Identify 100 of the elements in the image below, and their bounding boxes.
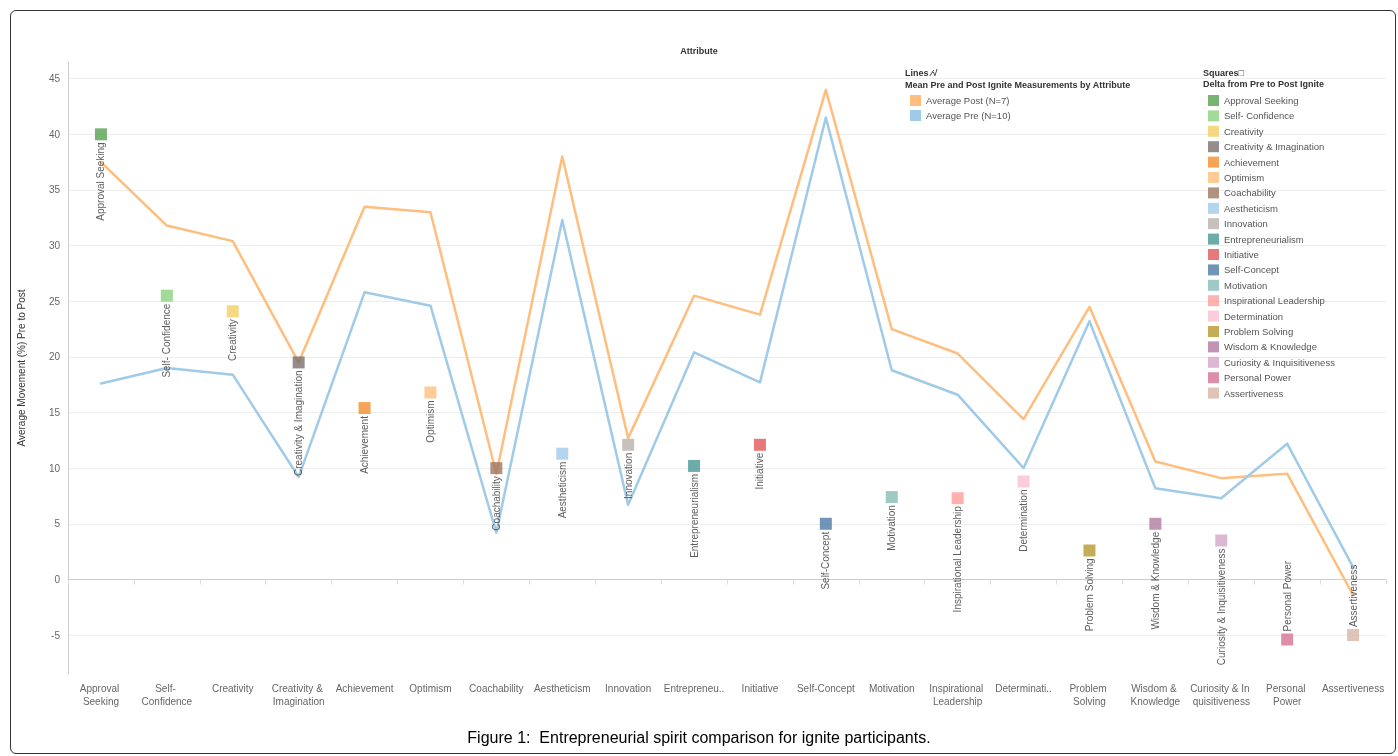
legend-label: Creativity (1224, 125, 1264, 137)
y-tick-label: 35 (48, 184, 61, 196)
x-tick-label: Wisdom & Knowledge (1130, 683, 1181, 707)
legend-label: Problem Solving (1224, 326, 1294, 337)
data-label: Curiosity & Inquisitiveness (1215, 548, 1227, 666)
point (556, 447, 569, 460)
point (490, 462, 503, 475)
legend-label: Optimism (1224, 172, 1265, 183)
data-label: Entrepreneurialism (688, 473, 700, 558)
x-tick-label: Entrepreneu.. (663, 683, 725, 694)
data-label: Approval Seeking (95, 142, 107, 221)
y-tick-label: 0 (54, 573, 61, 585)
point (160, 289, 173, 302)
x-tick-label: Determinati.. (995, 683, 1052, 694)
legend-label: Determination (1224, 310, 1284, 322)
x-tick-label: Creativity & Imagination (271, 683, 326, 707)
legend-label: Curiosity & Inquisitiveness (1224, 356, 1336, 368)
x-tick-label: Achievement (335, 683, 394, 694)
legend-label: Personal Power (1224, 372, 1292, 384)
point (424, 386, 437, 399)
data-label: Achievement (359, 415, 371, 474)
data-label: Innovation (622, 452, 634, 499)
x-tick-label: Curiosity & In quisitiveness (1190, 683, 1253, 707)
x-tick-label: Self-Concept (796, 683, 855, 694)
y-tick-label: 10 (48, 462, 61, 474)
x-tick-label: Approval Seeking (79, 683, 123, 707)
data-label: Problem Solving (1083, 558, 1095, 632)
point (226, 305, 239, 318)
x-tick-label: Coachability (469, 683, 524, 694)
x-tick-label: Optimism (409, 683, 452, 694)
point (358, 402, 371, 415)
x-tick-label: Self- Confidence (141, 683, 193, 707)
legend-label: Self-Concept (1224, 264, 1280, 276)
x-tick-label: Aestheticism (533, 683, 591, 694)
y-tick-label: 20 (48, 351, 61, 363)
data-label: Motivation (886, 505, 898, 551)
x-tick-label: Motivation (868, 683, 915, 694)
data-label: Creativity (227, 319, 239, 361)
legend-label: Wisdom & Knowledge (1224, 341, 1317, 353)
data-label: Personal Power (1281, 560, 1293, 632)
caption: Figure 1: Entrepreneurial spirit comparison for ignite participants. (467, 728, 931, 746)
x-axis-title: Attribute (680, 45, 718, 56)
y-tick-label: 15 (48, 407, 61, 419)
y-tick-label: 30 (48, 240, 61, 252)
data-label: Inspirational Leadership (952, 505, 964, 613)
y-tick-label: 40 (48, 128, 61, 140)
legend-label: Coachability (1224, 187, 1276, 199)
y-tick-label: -5 (51, 629, 61, 641)
x-tick-label: Initiative (741, 683, 779, 694)
y-tick-label: 25 (48, 295, 61, 307)
data-label: Initiative (754, 452, 766, 490)
point (885, 491, 898, 504)
point (1281, 633, 1294, 646)
annotation: Lines ⁄√ (905, 67, 938, 78)
data-label: Creativity & Imagination (293, 370, 305, 477)
x-tick-label: Assertiveness (1321, 683, 1385, 694)
legend-label: Innovation (1224, 218, 1268, 230)
point (688, 459, 701, 472)
point (622, 438, 635, 451)
point (1083, 544, 1096, 557)
data-label: Assertiveness (1347, 564, 1359, 628)
point (951, 492, 964, 505)
legend-label: Inspirational Leadership (1224, 295, 1325, 307)
point (753, 438, 766, 451)
point (819, 517, 832, 530)
legend-label: Creativity & Imagination (1224, 141, 1325, 153)
data-label: Determination (1018, 489, 1030, 552)
point (1215, 534, 1228, 547)
legend-label: Average Post (N=7) (926, 95, 1010, 106)
point (1017, 475, 1030, 488)
x-tick-label: Personal Power (1266, 683, 1309, 707)
legend-label: Achievement (1224, 156, 1280, 168)
point (94, 128, 107, 141)
x-tick-label: Problem Solving (1069, 683, 1110, 707)
data-label: Self-Concept (820, 531, 832, 590)
data-label: Coachability (490, 476, 502, 531)
x-tick-label: Inspirational Leadership (929, 683, 986, 707)
annotation: Delta from Pre to Post Ignite (1203, 78, 1325, 89)
legend-label: Entrepreneurialism (1224, 233, 1304, 245)
legend-label: Self- Confidence (1224, 110, 1295, 122)
point (292, 356, 305, 369)
data-label: Aestheticism (556, 461, 568, 519)
legend-label: Initiative (1224, 249, 1259, 260)
annotation: Squares□ (1203, 67, 1245, 78)
data-label: Self- Confidence (161, 303, 173, 378)
y-tick-label: 45 (48, 73, 61, 85)
x-tick-label: Innovation (605, 683, 652, 694)
point (1347, 629, 1360, 642)
data-label: Wisdom & Knowledge (1149, 531, 1161, 630)
data-label: Optimism (424, 400, 436, 443)
legend-title: Mean Pre and Post Ignite Measurements by Attribute (905, 79, 1131, 90)
point (1149, 517, 1162, 530)
y-tick-label: 5 (54, 518, 61, 530)
legend-label: Aestheticism (1224, 202, 1278, 214)
x-tick-label: Creativity (211, 683, 254, 694)
legend-label: Approval Seeking (1224, 95, 1299, 106)
y-axis-title: Average Movement (%) Pre to Post (15, 289, 27, 447)
legend-label: Assertiveness (1224, 387, 1284, 399)
legend-label: Average Pre (N=10) (926, 110, 1011, 121)
legend-label: Motivation (1224, 279, 1268, 291)
